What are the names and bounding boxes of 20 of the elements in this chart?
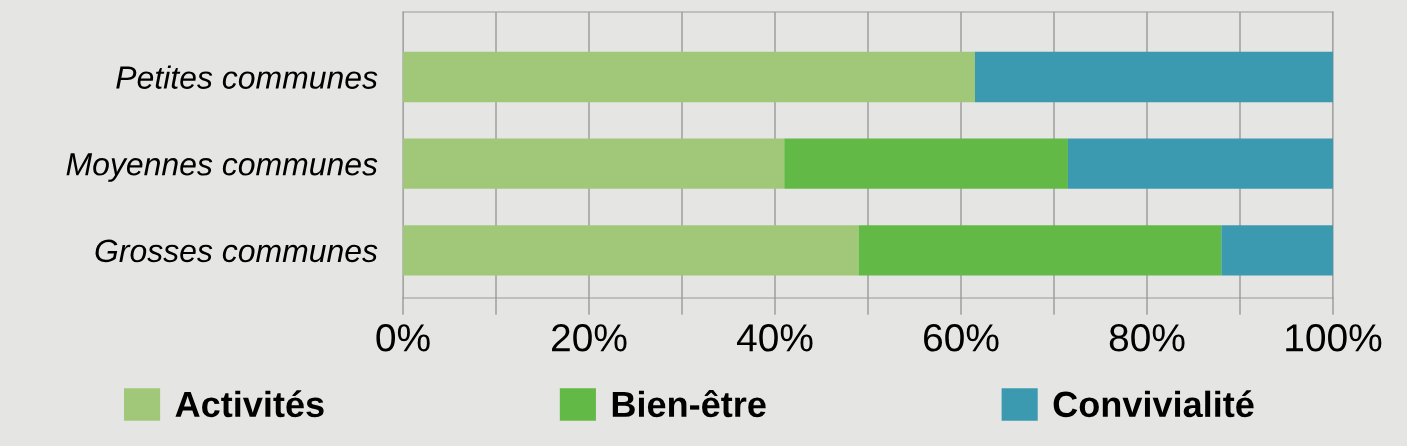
bar [403, 138, 785, 189]
bar [1067, 138, 1333, 189]
x-tick-label: 100% [1286, 324, 1382, 352]
y-tick-label: Grosses communes [95, 239, 378, 263]
x-tick-label: 0% [376, 324, 430, 352]
y-tick-label: Moyennes communes [66, 153, 378, 182]
bar [403, 51, 975, 103]
bar [784, 138, 1068, 189]
legend-label: Bien-être [612, 389, 766, 418]
x-tick-label: 80% [1109, 324, 1185, 352]
x-tick-label: 40% [736, 324, 813, 352]
bar [974, 51, 1333, 103]
y-tick-label: Petites communes [116, 65, 378, 89]
bar [858, 225, 1222, 276]
x-tick-label: 20% [552, 324, 627, 352]
legend-label: Activités [175, 390, 324, 418]
bar [403, 225, 859, 276]
bar [1221, 225, 1333, 276]
legend-label: Convivialité [1053, 390, 1254, 418]
x-tick-label: 60% [924, 324, 999, 352]
